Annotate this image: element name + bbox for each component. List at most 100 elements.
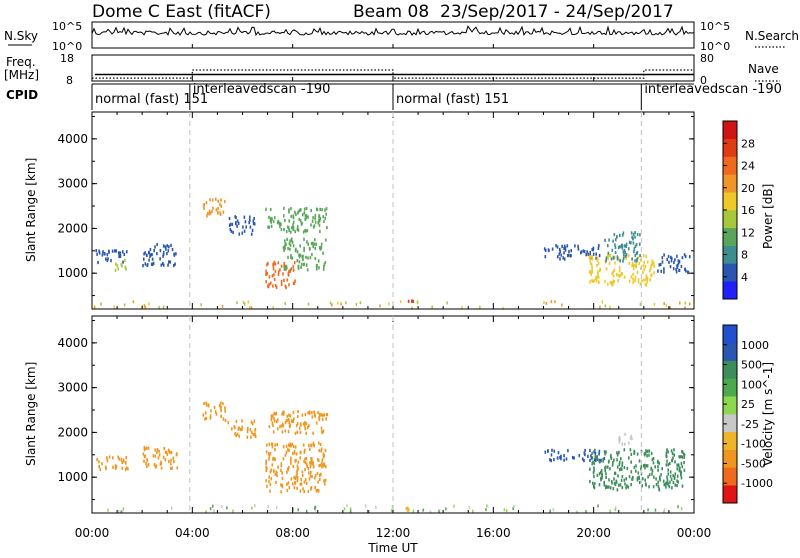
- heatmap-cell: [269, 218, 272, 223]
- heatmap-cell: [644, 451, 647, 455]
- heatmap-cell: [282, 457, 285, 461]
- heatmap-cell: [603, 457, 606, 461]
- heatmap-cell: [646, 454, 648, 458]
- heatmap-cell: [671, 451, 674, 456]
- heatmap-cell: [312, 431, 314, 435]
- heatmap-cell: [623, 465, 626, 470]
- heatmap-cell: [143, 257, 145, 261]
- heatmap-cell: [287, 448, 289, 452]
- heatmap-cell: [294, 431, 297, 435]
- heatmap-cell: [597, 261, 600, 265]
- heatmap-cell: [667, 468, 669, 472]
- heatmap-cell: [316, 267, 318, 271]
- heatmap-cell: [265, 461, 267, 465]
- heatmap-cell: [619, 468, 621, 472]
- heatmap-cell: [557, 451, 560, 455]
- heatmap-cell: [645, 464, 648, 468]
- heatmap-cell: [634, 279, 636, 283]
- heatmap-cell: [295, 474, 298, 478]
- colorbar-tick-label: 28: [741, 137, 755, 150]
- heatmap-cell: [655, 483, 658, 487]
- heatmap-cell: [596, 473, 599, 477]
- heatmap-cell: [296, 227, 299, 232]
- heatmap-cell: [677, 505, 679, 509]
- heatmap-cell: [617, 279, 619, 283]
- heatmap-cell: [657, 484, 660, 488]
- heatmap-cell: [209, 507, 212, 511]
- heatmap-cell: [601, 300, 604, 304]
- heatmap-cell: [296, 464, 299, 468]
- heatmap-cell: [677, 480, 679, 484]
- heatmap-cell: [282, 424, 284, 428]
- heatmap-cell: [286, 237, 288, 242]
- colorbar-swatch: [723, 360, 737, 379]
- heatmap-cell: [637, 256, 640, 260]
- heatmap-cell: [623, 248, 626, 252]
- heatmap-cell: [112, 456, 114, 460]
- heatmap-cell: [468, 506, 470, 510]
- heatmap-cell: [308, 424, 310, 428]
- heatmap-cell: [598, 472, 601, 476]
- heatmap-cell: [663, 267, 665, 271]
- heatmap-cell: [643, 267, 645, 271]
- heatmap-cell: [318, 266, 320, 270]
- heatmap-cell: [289, 239, 291, 243]
- heatmap-cell: [658, 263, 661, 267]
- heatmap-cell: [595, 252, 597, 256]
- heatmap-cell: [232, 509, 234, 513]
- heatmap-cell: [122, 260, 124, 264]
- heatmap-cell: [593, 474, 595, 479]
- heatmap-cell: [485, 508, 487, 512]
- heatmap-cell: [595, 279, 598, 283]
- heatmap-cell: [613, 256, 616, 260]
- heatmap-cell: [429, 510, 432, 514]
- heatmap-cell: [407, 299, 410, 303]
- heatmap-cell: [283, 228, 285, 232]
- heatmap-cell: [297, 228, 300, 232]
- heatmap-cell: [667, 450, 669, 454]
- heatmap-cell: [618, 463, 621, 467]
- heatmap-cell: [618, 265, 621, 270]
- heatmap-cell: [684, 306, 686, 310]
- heatmap-cell: [304, 413, 307, 417]
- heatmap-cell: [627, 247, 630, 251]
- heatmap-cell: [640, 465, 643, 469]
- heatmap-cell: [275, 480, 277, 484]
- heatmap-cell: [280, 282, 283, 286]
- heatmap-cell: [322, 215, 324, 219]
- heatmap-cell: [629, 436, 632, 440]
- heatmap-cell: [274, 284, 277, 288]
- heatmap-cell: [296, 225, 299, 229]
- heatmap-cell: [609, 467, 611, 471]
- heatmap-cell: [310, 444, 313, 448]
- y-tick-label: 3000: [57, 381, 88, 395]
- heatmap-cell: [314, 213, 317, 218]
- heatmap-cell: [666, 459, 668, 463]
- heatmap-cell: [309, 411, 311, 415]
- heatmap-cell: [220, 414, 222, 418]
- heatmap-cell: [630, 470, 633, 474]
- heatmap-cell: [296, 430, 299, 434]
- heatmap-cell: [680, 461, 683, 465]
- heatmap-cell: [632, 263, 635, 267]
- heatmap-cell: [272, 430, 275, 434]
- heatmap-cell: [596, 263, 598, 268]
- heatmap-cell: [285, 265, 288, 269]
- heatmap-cell: [310, 242, 313, 246]
- heatmap-cell: [289, 414, 292, 418]
- heatmap-cell: [145, 253, 148, 257]
- heatmap-cell: [271, 463, 274, 467]
- heatmap-cell: [612, 487, 615, 491]
- heatmap-cell: [270, 216, 272, 220]
- heatmap-cell: [548, 249, 550, 253]
- heatmap-cell: [305, 481, 308, 485]
- heatmap-cell: [324, 448, 327, 452]
- heatmap-cell: [205, 510, 207, 514]
- heatmap-cell: [254, 432, 256, 436]
- heatmap-cell: [253, 222, 256, 226]
- heatmap-cell: [296, 259, 299, 263]
- heatmap-cell: [621, 461, 624, 465]
- heatmap-cell: [326, 225, 328, 230]
- heatmap-cell: [643, 260, 645, 264]
- heatmap-cell: [280, 462, 283, 466]
